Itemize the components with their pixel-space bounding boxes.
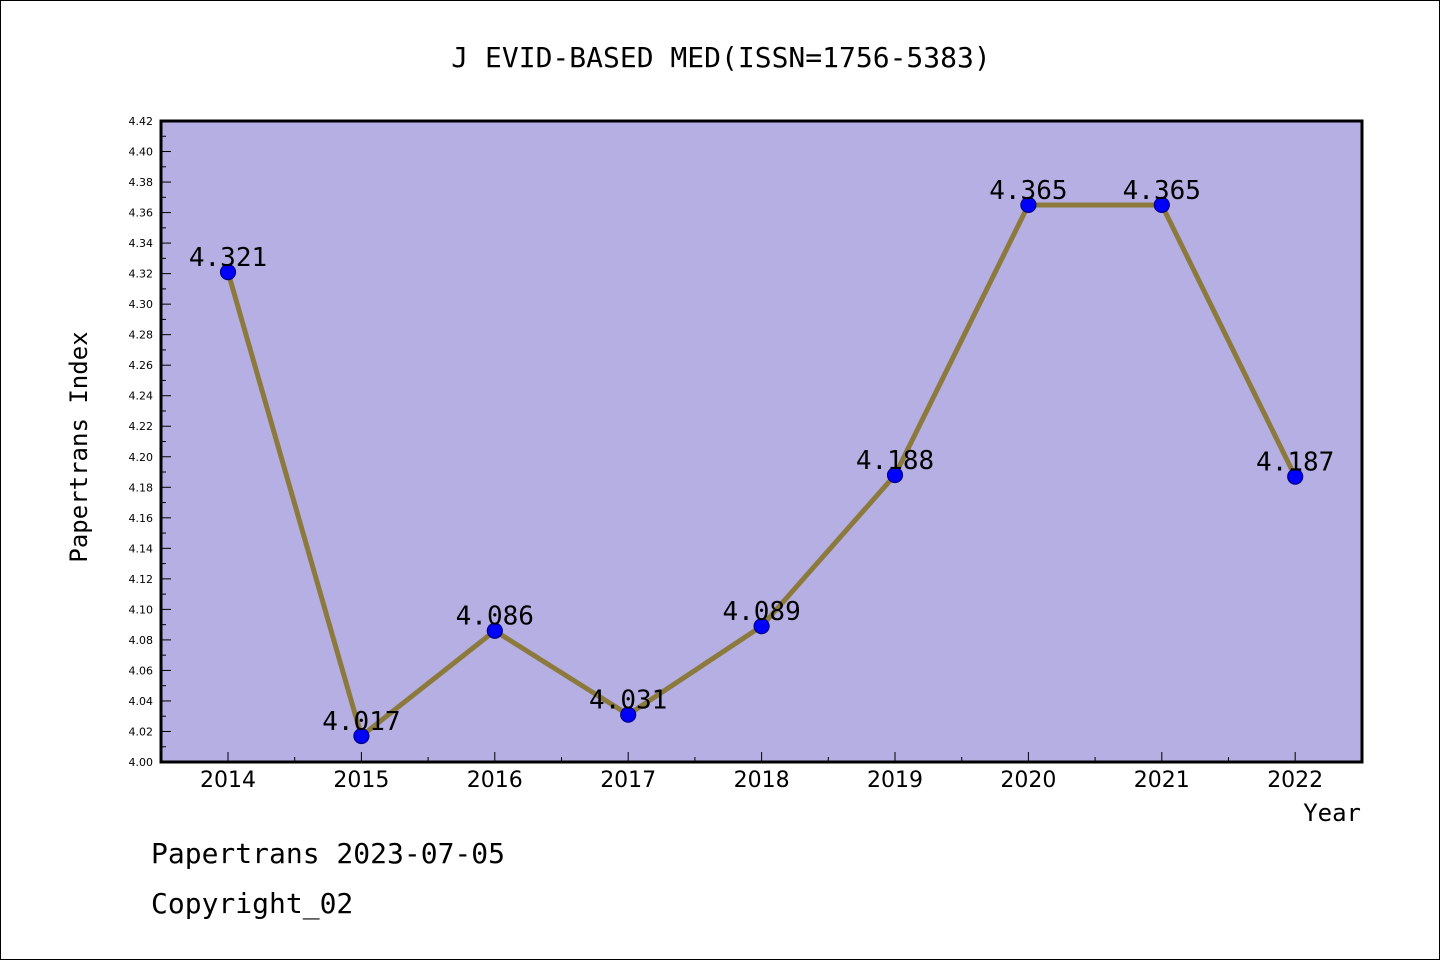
- y-tick-label: 4.26: [129, 359, 154, 372]
- data-point: [219, 263, 237, 281]
- y-tick-label: 4.38: [129, 176, 154, 189]
- x-tick-label: 2015: [333, 768, 389, 793]
- data-point: [620, 706, 637, 723]
- x-tick-label: 2016: [467, 768, 523, 793]
- y-tick-label: 4.34: [129, 237, 154, 250]
- x-tick-label: 2022: [1267, 768, 1323, 793]
- y-tick-label: 4.14: [129, 542, 154, 555]
- footer-date-text: Papertrans 2023-07-05: [151, 837, 506, 870]
- footer-copyright-text: Copyright_02: [151, 887, 354, 920]
- data-label: 4.089: [722, 597, 800, 627]
- y-tick-label: 4.18: [129, 481, 154, 494]
- data-point: [886, 466, 904, 484]
- x-tick-label: 2020: [1000, 768, 1056, 793]
- y-tick-label: 4.12: [129, 573, 154, 586]
- y-tick-label: 4.24: [129, 390, 154, 403]
- x-tick-label: 2019: [867, 768, 923, 793]
- x-tick-label: 2017: [600, 768, 656, 793]
- y-tick-label: 4.00: [129, 756, 154, 769]
- y-tick-label: 4.36: [129, 207, 154, 220]
- data-point: [353, 727, 370, 745]
- data-label: 4.365: [1123, 176, 1201, 206]
- y-tick-label: 4.28: [129, 329, 154, 342]
- y-tick-label: 4.08: [129, 634, 154, 647]
- data-label: 4.031: [589, 686, 667, 716]
- y-tick-label: 4.30: [129, 298, 154, 311]
- y-tick-label: 4.20: [129, 451, 154, 464]
- y-tick-label: 4.06: [129, 664, 154, 677]
- x-tick-label: 2018: [734, 768, 790, 793]
- y-tick-label: 4.42: [129, 115, 154, 128]
- data-label: 4.365: [989, 176, 1067, 206]
- data-labels: 4.321 4.017 4.086 4.031 4.089 4.188 4.365 4.365…: [189, 176, 1334, 737]
- data-label: 4.086: [456, 602, 534, 632]
- x-axis-label: Year: [1303, 799, 1361, 827]
- data-point: [486, 622, 503, 639]
- data-label: 4.187: [1256, 448, 1334, 478]
- series-markers: [219, 196, 1304, 745]
- data-label: 4.188: [856, 446, 934, 476]
- y-tick-label: 4.04: [129, 695, 154, 708]
- chart-title: J EVID-BASED MED(ISSN=1756-5383): [451, 41, 990, 74]
- x-axis-ticks: 2014 2015 2016 2017 2018 2019 2020 2021 2022: [200, 752, 1323, 793]
- data-point: [1287, 468, 1304, 485]
- data-label: 4.017: [322, 707, 400, 737]
- x-tick-label: 2014: [200, 768, 256, 793]
- y-axis-label: Papertrans Index: [65, 331, 93, 562]
- y-tick-label: 4.02: [129, 725, 154, 738]
- data-point: [1020, 196, 1037, 214]
- y-tick-label: 4.16: [129, 512, 154, 525]
- y-axis-ticks: 4.00 4.02 4.04 4.06 4.08 4.10 4.12 4.14 4.16 4.18…: [129, 115, 171, 769]
- y-tick-label: 4.40: [129, 146, 154, 159]
- y-tick-label: 4.22: [129, 420, 154, 433]
- y-tick-label: 4.10: [129, 603, 154, 616]
- x-tick-label: 2021: [1134, 768, 1190, 793]
- data-point: [753, 618, 770, 635]
- y-tick-label: 4.32: [129, 268, 154, 281]
- data-label: 4.321: [189, 243, 267, 273]
- plot-area: [159, 119, 1364, 764]
- data-point: [1153, 196, 1170, 214]
